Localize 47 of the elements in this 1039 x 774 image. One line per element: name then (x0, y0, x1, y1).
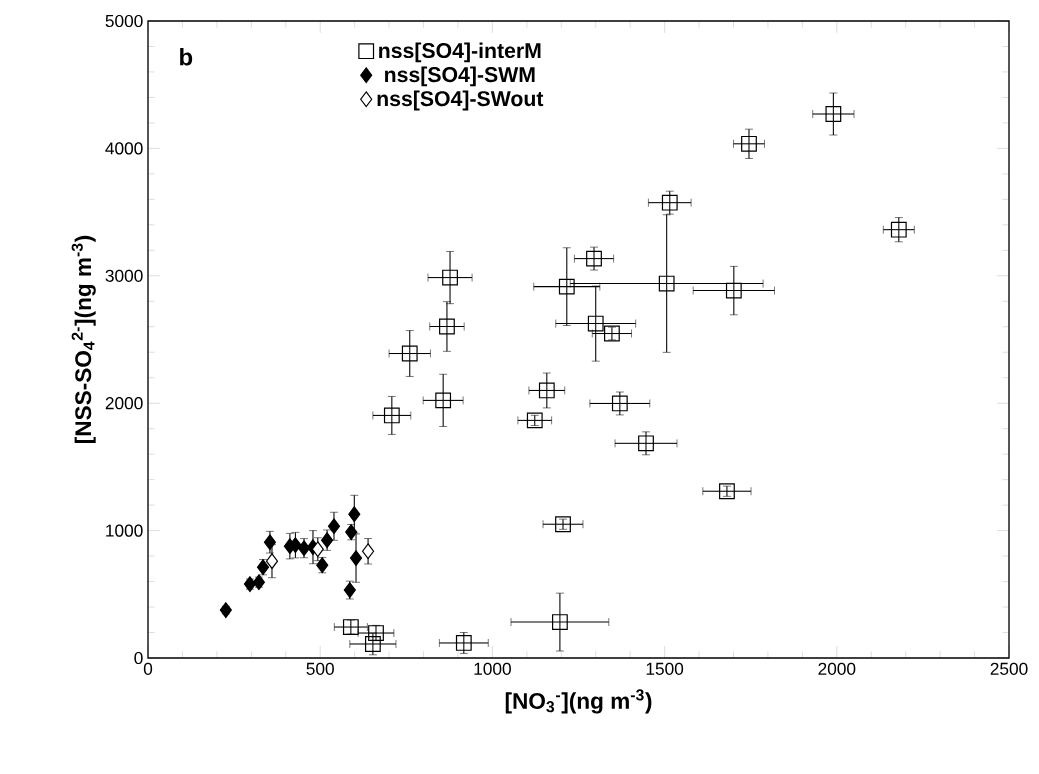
y-tick-label: 5000 (105, 14, 143, 28)
legend-label: nss[SO4]-interM (379, 42, 541, 63)
x-tick-label: 2000 (818, 662, 856, 675)
point (442, 269, 458, 286)
point (725, 282, 742, 299)
point (552, 614, 568, 630)
point (661, 194, 678, 211)
x-tick-label: 1000 (474, 662, 511, 675)
point (658, 275, 675, 292)
point (638, 435, 654, 452)
point (439, 318, 455, 335)
y-axis-title: [NSS-SO$_{4}$$^{2-}$](ng m$^{-3}$) (71, 235, 96, 443)
point (364, 636, 381, 652)
x-tick-label: 1500 (646, 662, 684, 675)
point (349, 550, 363, 567)
x-tick-label: 500 (306, 662, 334, 675)
y-tick-label: 3000 (105, 269, 143, 282)
point (311, 541, 324, 558)
point (538, 382, 555, 399)
point (526, 412, 543, 429)
y-tick-label: 4000 (105, 142, 143, 155)
point (327, 518, 341, 535)
point (361, 543, 375, 560)
point (611, 395, 628, 412)
point (435, 392, 452, 409)
point (265, 553, 279, 570)
point (890, 221, 907, 238)
legend-label: nss[SO4]-SWout (377, 90, 544, 111)
point (348, 506, 361, 523)
point (342, 619, 359, 635)
point (586, 250, 602, 267)
point (825, 106, 842, 122)
x-axis-title: [NO$_{3}$$^{-}$](ng m$^{-3}$) (505, 689, 652, 714)
point (219, 602, 232, 618)
point (558, 278, 575, 295)
point (383, 407, 400, 424)
y-tick-label: 2000 (105, 397, 143, 410)
annotation: b (180, 47, 193, 66)
legend-label: nss[SO4]-SWM (385, 66, 535, 87)
y-tick-label: 0 (134, 651, 143, 665)
y-tick-label: 1000 (106, 524, 143, 537)
point (587, 315, 604, 332)
point (741, 135, 757, 152)
x-tick-label: 0 (143, 662, 153, 675)
point (401, 345, 418, 362)
x-tick-label: 2500 (990, 662, 1028, 675)
point (263, 534, 276, 551)
